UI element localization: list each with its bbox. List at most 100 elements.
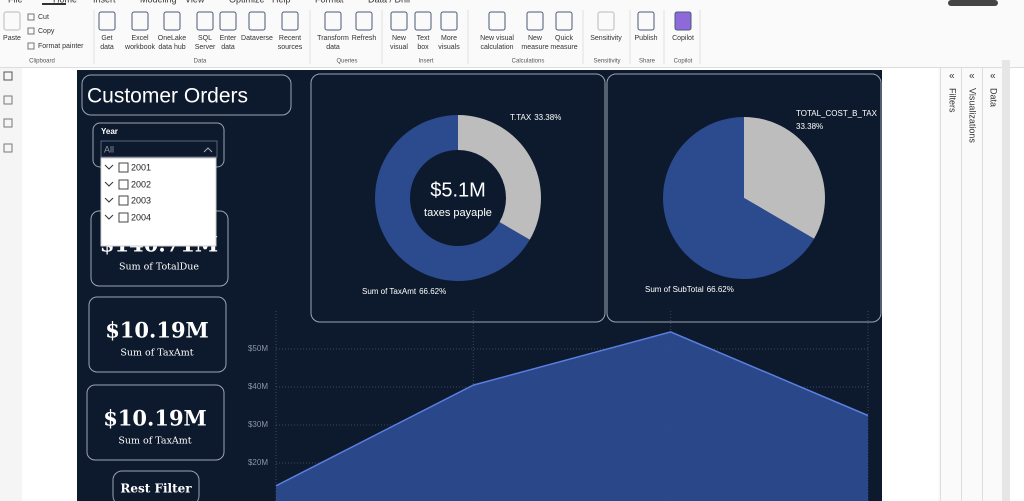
ribbon-button[interactable]: Cut xyxy=(38,14,49,21)
ribbon-button[interactable]: New visual xyxy=(480,35,514,42)
ribbon-tab[interactable]: Help xyxy=(272,0,291,4)
ribbon-button[interactable]: Refresh xyxy=(352,35,377,42)
ribbon-button[interactable]: SQL xyxy=(198,35,212,42)
scrollbar[interactable] xyxy=(1002,60,1010,501)
ribbon-button[interactable]: Enter xyxy=(220,35,237,42)
button-icon xyxy=(674,11,692,31)
button-icon xyxy=(526,11,544,31)
expand-chevron xyxy=(104,164,114,170)
ribbon-button[interactable]: sources xyxy=(278,44,303,51)
model-view-icon xyxy=(3,118,13,128)
ribbon-button[interactable]: data xyxy=(100,44,114,51)
option-checkbox[interactable] xyxy=(118,179,129,190)
slicer-option[interactable]: 2004 xyxy=(131,212,151,222)
ribbon-button[interactable]: data xyxy=(326,44,340,51)
button-icon xyxy=(555,11,573,31)
ribbon-button[interactable]: Copilot xyxy=(672,35,694,42)
slice-label: Sum of SubTotal 66.62% xyxy=(645,285,734,294)
ribbon-button[interactable]: Recent xyxy=(279,35,301,42)
ribbon-group-label: Sensitivity xyxy=(593,59,620,65)
ribbon-button[interactable]: visuals xyxy=(438,44,460,51)
pane-title[interactable]: Filters xyxy=(948,88,958,113)
button-icon xyxy=(248,11,266,31)
option-checkbox[interactable] xyxy=(118,195,129,206)
ribbon-tab[interactable]: Modeling xyxy=(140,0,177,4)
ribbon-button[interactable]: More xyxy=(441,35,457,42)
slicer-option[interactable]: 2001 xyxy=(131,162,151,172)
ribbon-button[interactable]: visual xyxy=(390,44,408,51)
slicer-chevron xyxy=(203,147,213,153)
pie-slice[interactable] xyxy=(662,117,815,279)
slicer-dropdown xyxy=(100,157,217,247)
ribbon-tab[interactable]: View xyxy=(185,0,205,4)
button-icon xyxy=(390,11,408,31)
reset-button[interactable] xyxy=(112,470,200,501)
share-button[interactable] xyxy=(948,0,998,6)
ribbon-button[interactable]: Get xyxy=(101,35,112,42)
slicer-option[interactable]: 2003 xyxy=(131,195,151,205)
ribbon-button[interactable]: Quick xyxy=(555,35,573,42)
ribbon-tab[interactable]: Format xyxy=(315,0,344,4)
ribbon-button[interactable]: New xyxy=(528,35,543,42)
ribbon-button[interactable]: data hub xyxy=(158,44,185,51)
dax-view-icon xyxy=(3,143,13,153)
pane-title[interactable]: Data xyxy=(989,88,999,107)
option-checkbox[interactable] xyxy=(118,162,129,173)
ribbon-button[interactable]: calculation xyxy=(480,44,513,51)
ribbon-button[interactable]: Copy xyxy=(38,28,55,35)
ribbon-button[interactable]: OneLake xyxy=(158,35,187,42)
ribbon-button[interactable]: Server xyxy=(195,44,216,51)
ribbon-button[interactable]: Publish xyxy=(635,35,658,42)
button-icon xyxy=(27,13,35,21)
ribbon-button[interactable]: Dataverse xyxy=(241,35,273,42)
y-tick-label: $50M xyxy=(248,344,268,353)
ribbon-group-label: Share xyxy=(639,59,656,65)
slice-percent: 33.38% xyxy=(534,113,561,122)
button-icon xyxy=(3,11,21,31)
y-tick-label: $40M xyxy=(248,382,268,391)
button-icon xyxy=(131,11,149,31)
option-checkbox[interactable] xyxy=(118,212,129,223)
ribbon-button[interactable]: Excel xyxy=(131,35,149,42)
pie-slice[interactable] xyxy=(744,117,825,239)
ribbon-button[interactable]: workbook xyxy=(124,44,155,51)
area-fill xyxy=(276,331,868,501)
ribbon-tab[interactable]: Data / Drill xyxy=(368,0,410,4)
ribbon-button[interactable]: measure xyxy=(521,44,548,51)
button-icon xyxy=(440,11,458,31)
button-icon xyxy=(637,11,655,31)
ribbon-group-label: Queries xyxy=(336,59,357,65)
ribbon-button[interactable]: Format painter xyxy=(38,43,84,50)
ribbon-button[interactable]: data xyxy=(221,44,235,51)
reset-button-label: Rest Filter xyxy=(120,482,192,496)
ribbon-button[interactable]: Transform xyxy=(317,35,349,42)
button-icon xyxy=(355,11,373,31)
report-canvas: Customer Orders Year All $140.71MSum of … xyxy=(77,70,882,501)
title-box xyxy=(81,74,292,116)
ribbon-button[interactable]: Paste xyxy=(3,35,21,42)
ribbon-button[interactable]: Text xyxy=(417,35,430,42)
slice-name: T.TAX xyxy=(510,113,532,122)
ribbon-tab[interactable]: File xyxy=(8,0,23,4)
ribbon-button[interactable]: measure xyxy=(550,44,577,51)
ribbon-tab[interactable]: Optimize xyxy=(229,0,265,4)
ribbon-button[interactable]: box xyxy=(417,44,429,51)
donut-slice[interactable] xyxy=(458,115,541,240)
slice-name: Sum of SubTotal xyxy=(645,285,704,294)
button-icon xyxy=(414,11,432,31)
left-rail xyxy=(0,68,22,501)
slice-name: Sum of TaxAmt xyxy=(362,287,417,296)
area-line xyxy=(275,331,869,487)
report-view-icon xyxy=(3,71,13,81)
ribbon-button[interactable]: Sensitivity xyxy=(590,35,622,42)
button-icon xyxy=(219,11,237,31)
kpi-label: Sum of TaxAmt xyxy=(118,436,191,447)
ribbon-tab[interactable]: Insert xyxy=(93,0,116,4)
donut-slice[interactable] xyxy=(375,115,530,281)
pane-title[interactable]: Visualizations xyxy=(968,88,978,143)
ribbon-tab[interactable]: Home xyxy=(53,0,77,4)
slicer-input[interactable] xyxy=(100,140,218,158)
ribbon-button[interactable]: New xyxy=(392,35,407,42)
slicer-option[interactable]: 2002 xyxy=(131,179,151,189)
